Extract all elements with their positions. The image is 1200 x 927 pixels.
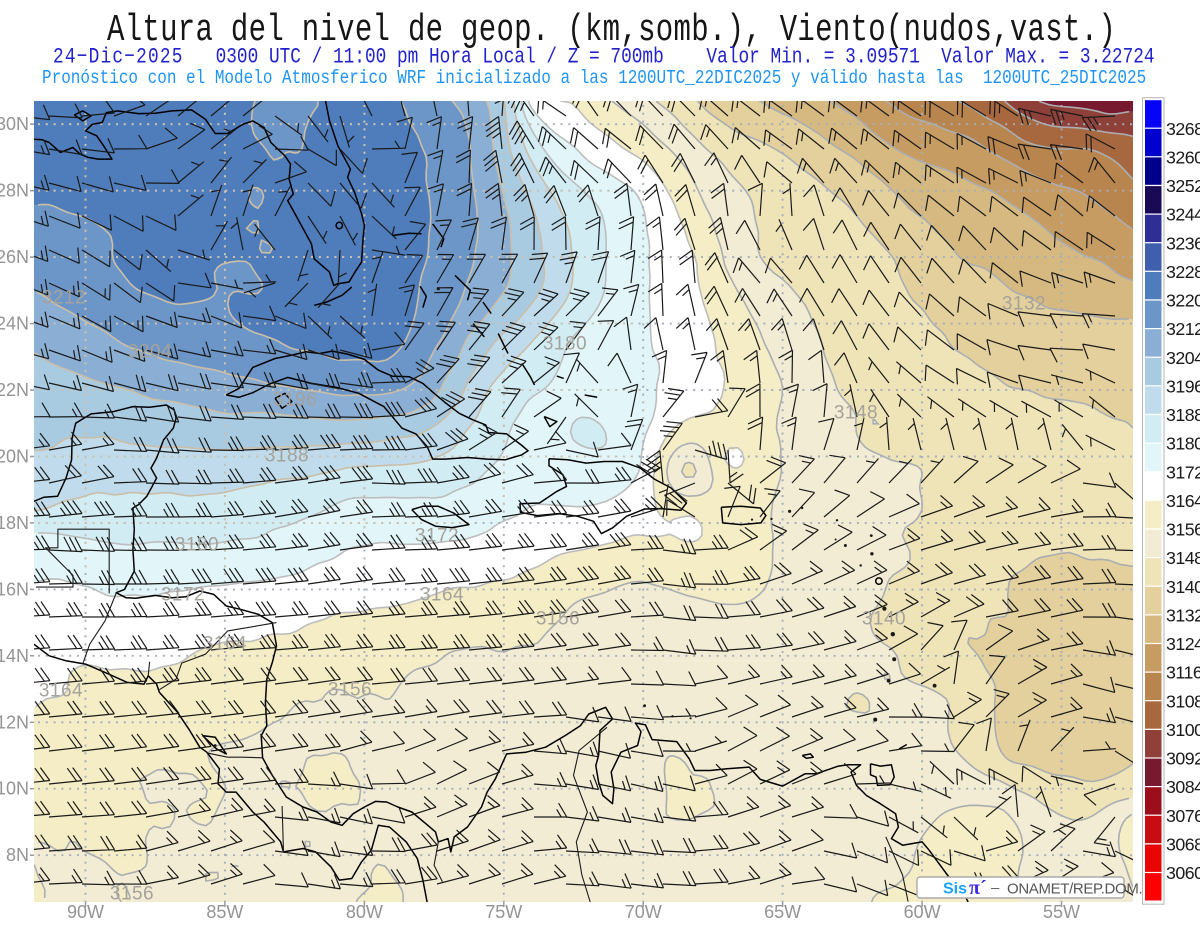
svg-text:3212: 3212 bbox=[1166, 319, 1200, 339]
svg-text:3116: 3116 bbox=[1166, 663, 1200, 683]
svg-text:16N: 16N bbox=[0, 579, 29, 599]
svg-text:3172: 3172 bbox=[1166, 462, 1200, 482]
svg-text:3180: 3180 bbox=[1166, 434, 1200, 454]
svg-text:3236: 3236 bbox=[1166, 233, 1200, 253]
svg-text:3164: 3164 bbox=[203, 634, 247, 655]
svg-text:3172: 3172 bbox=[415, 526, 459, 547]
svg-text:75W: 75W bbox=[485, 902, 522, 922]
svg-text:3140: 3140 bbox=[862, 609, 906, 630]
svg-text:3228: 3228 bbox=[1166, 262, 1200, 282]
svg-text:3140: 3140 bbox=[1166, 577, 1200, 597]
svg-text:3212: 3212 bbox=[42, 288, 86, 309]
svg-text:3108: 3108 bbox=[1166, 691, 1200, 711]
svg-text:24N: 24N bbox=[0, 314, 29, 334]
svg-text:30N: 30N bbox=[0, 114, 29, 134]
svg-text:3204: 3204 bbox=[128, 342, 172, 363]
svg-text:3172: 3172 bbox=[161, 585, 205, 606]
svg-text:12N: 12N bbox=[0, 712, 29, 732]
svg-text:3180: 3180 bbox=[543, 334, 587, 355]
svg-text:3076: 3076 bbox=[1166, 806, 1200, 826]
svg-text:18N: 18N bbox=[0, 513, 29, 533]
svg-text:ONAMET/REP.DOM.: ONAMET/REP.DOM. bbox=[1007, 881, 1142, 898]
svg-text:3260: 3260 bbox=[1166, 147, 1200, 167]
svg-text:3220: 3220 bbox=[1166, 291, 1200, 311]
svg-text:Sis: Sis bbox=[943, 881, 967, 898]
svg-text:3180: 3180 bbox=[175, 535, 219, 556]
svg-text:3068: 3068 bbox=[1166, 835, 1200, 855]
svg-text:3196: 3196 bbox=[273, 390, 317, 411]
svg-text:3132: 3132 bbox=[1166, 606, 1200, 626]
svg-text:28N: 28N bbox=[0, 181, 29, 201]
svg-text:3132: 3132 bbox=[1002, 294, 1046, 315]
svg-text:3156: 3156 bbox=[536, 609, 580, 630]
svg-text:55W: 55W bbox=[1043, 902, 1080, 922]
svg-text:3268: 3268 bbox=[1166, 119, 1200, 139]
svg-text:–: – bbox=[991, 880, 1000, 897]
svg-text:3188: 3188 bbox=[265, 446, 309, 467]
svg-text:10N: 10N bbox=[0, 779, 29, 799]
svg-text:26N: 26N bbox=[0, 247, 29, 267]
svg-text:3148: 3148 bbox=[1166, 548, 1200, 568]
svg-text:22N: 22N bbox=[0, 380, 29, 400]
svg-text:90W: 90W bbox=[67, 902, 104, 922]
svg-text:3244: 3244 bbox=[1166, 205, 1200, 225]
svg-text:3188: 3188 bbox=[1166, 405, 1200, 425]
svg-text:3060: 3060 bbox=[1166, 863, 1200, 883]
svg-text:3156: 3156 bbox=[110, 884, 154, 905]
svg-text:60W: 60W bbox=[904, 902, 941, 922]
svg-text:70W: 70W bbox=[625, 902, 662, 922]
svg-text:20N: 20N bbox=[0, 447, 29, 467]
svg-text:3124: 3124 bbox=[1166, 634, 1200, 654]
svg-text:3148: 3148 bbox=[834, 403, 878, 424]
svg-text:80W: 80W bbox=[346, 902, 383, 922]
svg-text:3092: 3092 bbox=[1166, 749, 1200, 769]
svg-text:π´: π´ bbox=[969, 877, 987, 899]
svg-text:65W: 65W bbox=[764, 902, 801, 922]
svg-text:14N: 14N bbox=[0, 646, 29, 666]
svg-text:3100: 3100 bbox=[1166, 720, 1200, 740]
svg-text:3084: 3084 bbox=[1166, 777, 1200, 797]
svg-text:3196: 3196 bbox=[1166, 376, 1200, 396]
svg-text:3204: 3204 bbox=[1166, 348, 1200, 368]
svg-text:3164: 3164 bbox=[420, 585, 464, 606]
svg-text:85W: 85W bbox=[206, 902, 243, 922]
svg-text:3156: 3156 bbox=[328, 680, 372, 701]
svg-text:3164: 3164 bbox=[1166, 491, 1200, 511]
svg-text:3252: 3252 bbox=[1166, 176, 1200, 196]
svg-text:3164: 3164 bbox=[39, 681, 83, 702]
svg-text:8N: 8N bbox=[6, 845, 29, 865]
svg-text:3156: 3156 bbox=[1166, 520, 1200, 540]
